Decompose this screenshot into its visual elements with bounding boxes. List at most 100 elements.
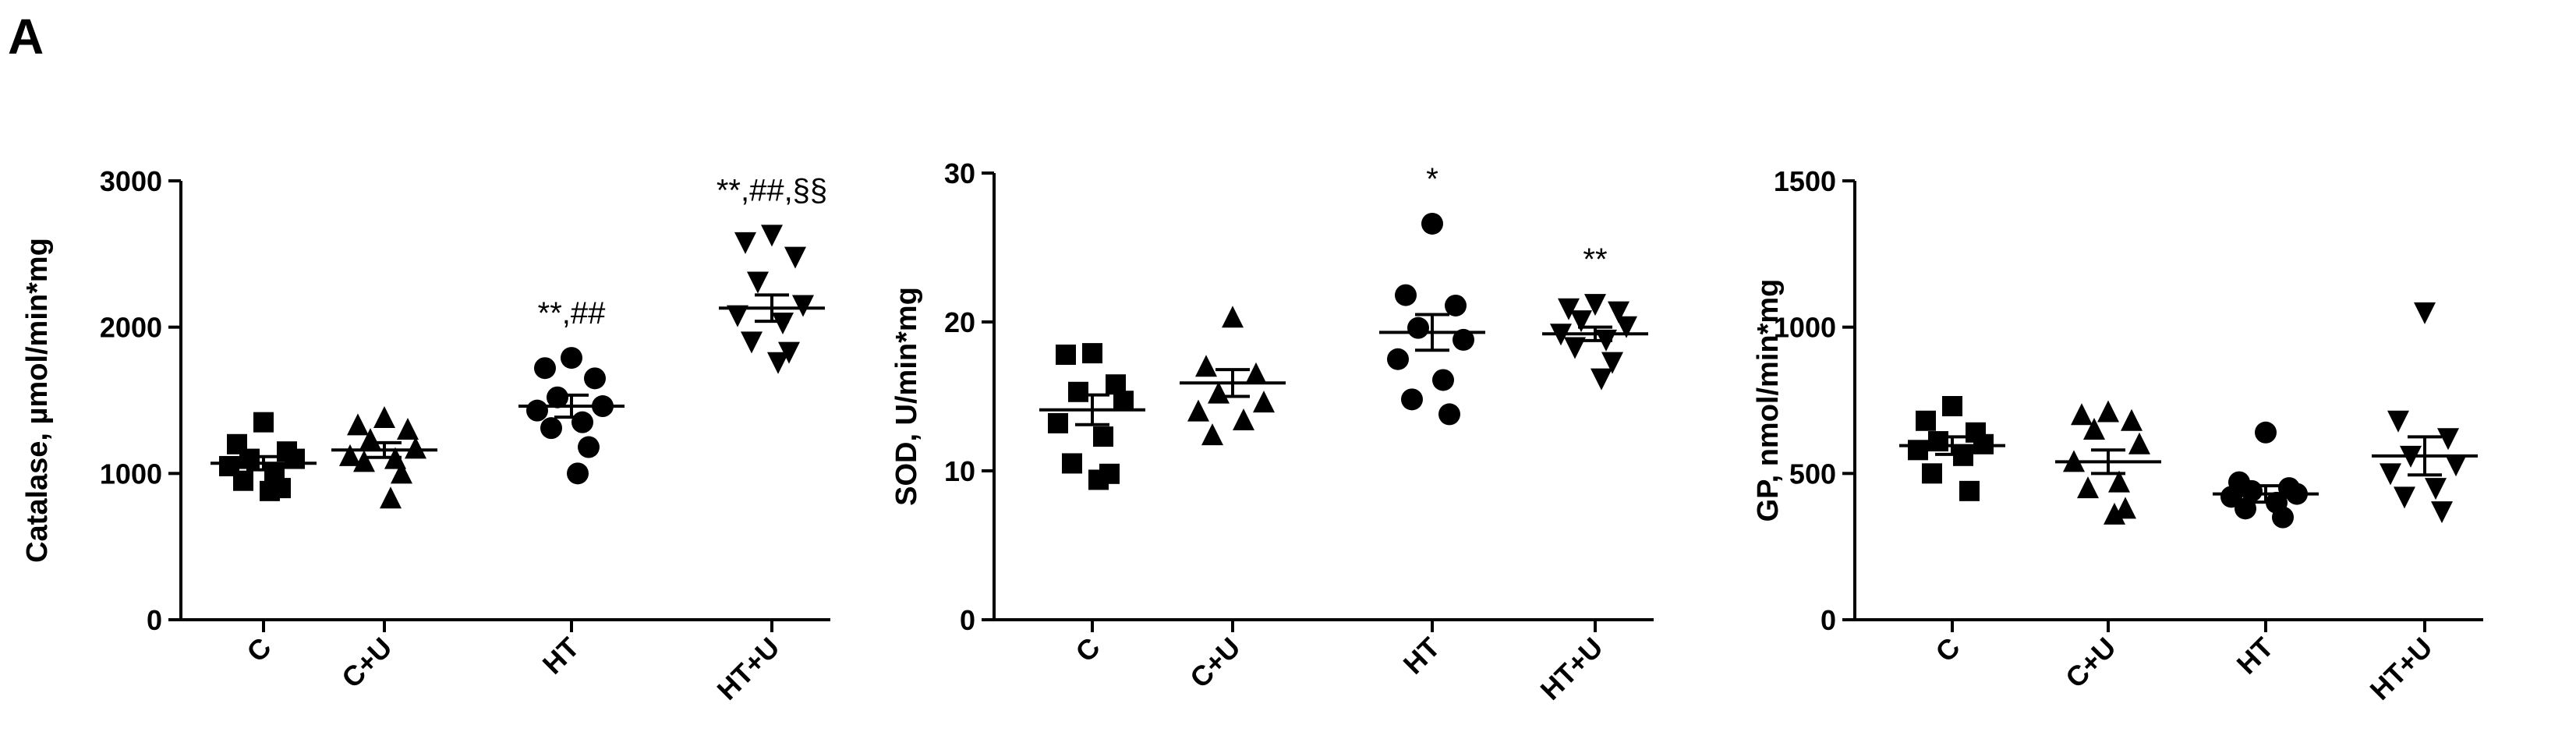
data-point [547, 386, 568, 408]
data-point [2425, 478, 2447, 500]
data-point [359, 428, 381, 451]
data-point [584, 367, 606, 390]
x-tick-label: C+U [2059, 631, 2122, 695]
data-point [1056, 345, 1076, 366]
panel-label: A [8, 9, 44, 65]
data-point [2071, 403, 2093, 426]
data-point [2414, 302, 2436, 324]
data-point [2077, 476, 2099, 499]
data-point [1928, 431, 1948, 452]
data-point [2128, 432, 2150, 454]
data-point [2380, 463, 2401, 486]
y-tick-label: 0 [147, 604, 162, 636]
data-point [2255, 421, 2277, 444]
data-point [2272, 506, 2294, 529]
data-point [2114, 497, 2136, 519]
y-tick-label: 0 [1821, 604, 1836, 636]
data-point [2387, 410, 2409, 433]
data-point [397, 418, 419, 440]
y-tick-label: 500 [1789, 458, 1836, 490]
data-point [1062, 453, 1082, 474]
data-point [1253, 391, 1275, 413]
chart-2: 0 10 20 30 SOD, U/min*mg C C+U HT * HT+U ** [890, 157, 1654, 706]
data-point [347, 413, 369, 436]
data-point [727, 305, 748, 327]
y-tick-label: 10 [944, 455, 975, 487]
data-point [734, 232, 756, 254]
data-point [2394, 486, 2415, 509]
x-tick-label: C+U [335, 631, 398, 695]
data-point [1432, 369, 1454, 391]
data-point [353, 450, 375, 472]
data-point [1068, 381, 1088, 402]
data-point [2108, 470, 2130, 493]
data-point [1615, 316, 1637, 338]
data-point [2104, 502, 2125, 525]
significance-annotation: **,## [538, 296, 606, 331]
y-tick-label: 0 [960, 604, 975, 636]
x-tick-label: HT+U [2363, 631, 2438, 706]
data-point [1407, 316, 1429, 339]
data-point [1591, 368, 1612, 391]
data-point [1570, 310, 1592, 333]
significance-annotation: * [1426, 162, 1438, 196]
x-tick-label: C+U [1184, 631, 1247, 695]
data-point [1201, 423, 1223, 446]
data-point [784, 246, 806, 269]
data-point [1916, 410, 1936, 431]
y-tick-label: 20 [944, 306, 975, 338]
data-point [1245, 362, 1267, 384]
data-point [260, 480, 280, 501]
chart-1: 0 1000 2000 3000 Catalase, µmol/min*mg C C+U HT… [21, 165, 830, 706]
y-axis-label: SOD, U/min*mg [890, 287, 923, 506]
data-point [561, 347, 582, 370]
y-axis-label: Catalase, µmol/min*mg [21, 238, 54, 563]
data-point [767, 352, 789, 374]
data-point [380, 486, 402, 509]
data-point [1959, 480, 1980, 501]
data-point [540, 417, 562, 440]
y-tick-label: 30 [944, 157, 975, 189]
data-point [1922, 463, 1942, 484]
x-tick-label: HT [1397, 631, 1446, 681]
data-point [1195, 355, 1217, 377]
data-point [1048, 412, 1068, 433]
y-axis-label: GP, nmol/min*mg [1752, 279, 1785, 522]
data-point [2445, 454, 2467, 477]
data-point [2431, 501, 2453, 524]
data-point [239, 448, 260, 469]
data-point [2121, 408, 2143, 431]
x-tick-label: HT [536, 631, 586, 681]
data-point [526, 399, 548, 422]
data-point [285, 448, 305, 469]
data-point [741, 331, 763, 354]
data-point [253, 412, 274, 433]
y-tick-label: 1500 [1774, 165, 1836, 197]
data-point [1082, 343, 1102, 364]
data-point [571, 411, 593, 433]
data-point [1558, 298, 1580, 320]
data-point [1395, 284, 1417, 306]
x-tick-label: C [1069, 631, 1106, 668]
chart-3: 0 500 1000 1500 GP, nmol/min*mg C C+U HT HT+U [1752, 165, 2483, 706]
data-point [2437, 428, 2459, 451]
data-point [578, 436, 600, 458]
data-point [1187, 399, 1209, 422]
data-point [747, 271, 769, 294]
significance-annotation: ** [1583, 242, 1607, 277]
data-point [1908, 440, 1928, 461]
data-point [1387, 348, 1409, 370]
y-tick-label: 1000 [100, 458, 162, 490]
data-point [1222, 306, 1244, 328]
y-tick-label: 2000 [100, 312, 162, 344]
x-tick-label: HT+U [1534, 631, 1608, 706]
data-point [1233, 408, 1254, 431]
data-point [339, 444, 361, 466]
y-tick-label: 3000 [100, 165, 162, 197]
data-point [792, 295, 814, 317]
data-point [1093, 426, 1113, 447]
data-point [1942, 396, 1962, 417]
data-point [1453, 328, 1474, 351]
data-point [567, 462, 589, 485]
